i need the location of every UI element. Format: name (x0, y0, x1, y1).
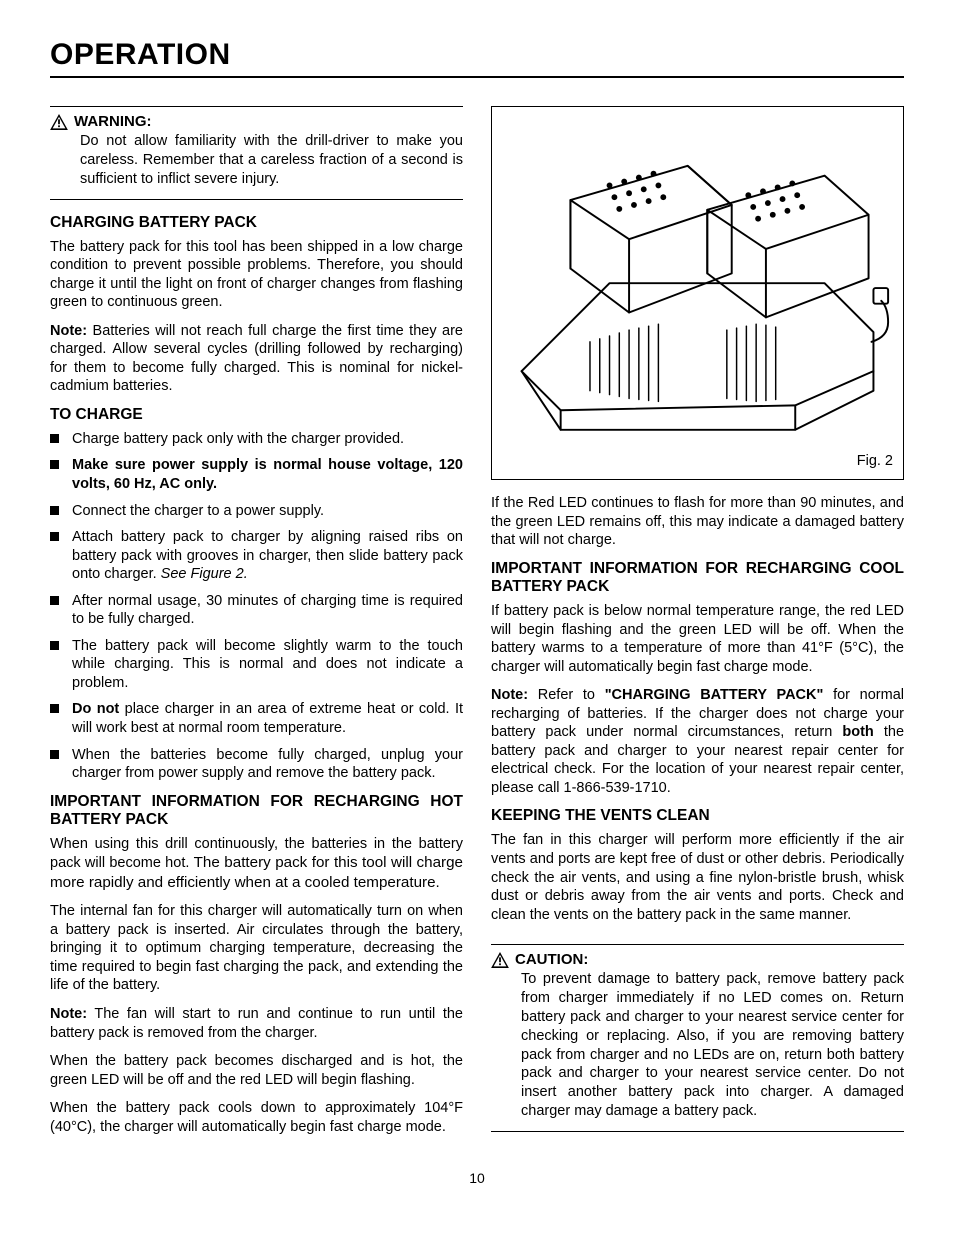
list-item: Connect the charger to a power supply. (50, 502, 463, 521)
list-item: Attach battery pack to charger by aligni… (50, 528, 463, 584)
hot-p3: When the battery pack becomes discharged… (50, 1052, 463, 1089)
note-text: Batteries will not reach full charge the… (50, 323, 463, 395)
list-item: Do not place charger in an area of extre… (50, 700, 463, 737)
heading-hot-battery: IMPORTANT INFORMATION FOR RECHARGING HOT… (50, 793, 463, 829)
note-text: The fan will start to run and continue t… (50, 1006, 463, 1041)
list-item: Make sure power supply is normal house v… (50, 456, 463, 493)
note-label: Note: (491, 687, 528, 703)
figure-2: Fig. 2 (491, 106, 904, 480)
heading-charging: CHARGING BATTERY PACK (50, 214, 463, 232)
right-column: Fig. 2 If the Red LED continues to flash… (491, 106, 904, 1146)
hot-p1: When using this drill continuously, the … (50, 835, 463, 893)
charging-p1: The battery pack for this tool has been … (50, 238, 463, 312)
left-column: WARNING: Do not allow familiarity with t… (50, 106, 463, 1146)
caution-icon (491, 952, 509, 968)
caution-label: CAUTION: (515, 951, 588, 968)
red-led-para: If the Red LED continues to flash for mo… (491, 494, 904, 550)
caution-body: To prevent damage to battery pack, remov… (521, 970, 904, 1121)
warning-body: Do not allow familiarity with the drill-… (80, 132, 463, 189)
hot-p4: When the battery pack cools down to appr… (50, 1099, 463, 1136)
note-d: both (842, 724, 873, 740)
list-item: After normal usage, 30 minutes of chargi… (50, 592, 463, 629)
li7-text: place charger in an area of extreme heat… (72, 701, 463, 736)
heading-to-charge: TO CHARGE (50, 406, 463, 424)
hot-note: Note: The fan will start to run and cont… (50, 1005, 463, 1042)
charge-list: Charge battery pack only with the charge… (50, 430, 463, 783)
caution-head: CAUTION: (491, 951, 904, 968)
warning-head: WARNING: (50, 113, 463, 130)
note-label: Note: (50, 323, 87, 339)
warning-label: WARNING: (74, 113, 152, 130)
caution-block: CAUTION: To prevent damage to battery pa… (491, 944, 904, 1132)
li4-text: Attach battery pack to charger by aligni… (72, 529, 463, 582)
heading-cool-battery: IMPORTANT INFORMATION FOR RECHARGING COO… (491, 560, 904, 596)
figure-caption: Fig. 2 (502, 453, 893, 469)
two-column-layout: WARNING: Do not allow familiarity with t… (50, 106, 904, 1146)
see-figure-ref: See Figure 2. (161, 566, 248, 582)
page-number: 10 (50, 1170, 904, 1186)
note-b: "CHARGING BATTERY PACK" (605, 687, 824, 703)
warning-icon (50, 114, 68, 130)
charging-note: Note: Batteries will not reach full char… (50, 322, 463, 396)
cool-note: Note: Refer to "CHARGING BATTERY PACK" f… (491, 686, 904, 797)
page-title: OPERATION (50, 38, 904, 78)
charger-illustration (502, 117, 893, 449)
list-item: When the batteries become fully charged,… (50, 746, 463, 783)
cool-p1: If battery pack is below normal temperat… (491, 602, 904, 676)
heading-vents: KEEPING THE VENTS CLEAN (491, 807, 904, 825)
warning-block: WARNING: Do not allow familiarity with t… (50, 106, 463, 200)
hot-p2: The internal fan for this charger will a… (50, 902, 463, 995)
list-item: The battery pack will become slightly wa… (50, 637, 463, 693)
vents-p1: The fan in this charger will perform mor… (491, 831, 904, 924)
list-item: Charge battery pack only with the charge… (50, 430, 463, 449)
note-label: Note: (50, 1006, 87, 1022)
note-a: Refer to (528, 687, 605, 703)
do-not: Do not (72, 701, 119, 717)
